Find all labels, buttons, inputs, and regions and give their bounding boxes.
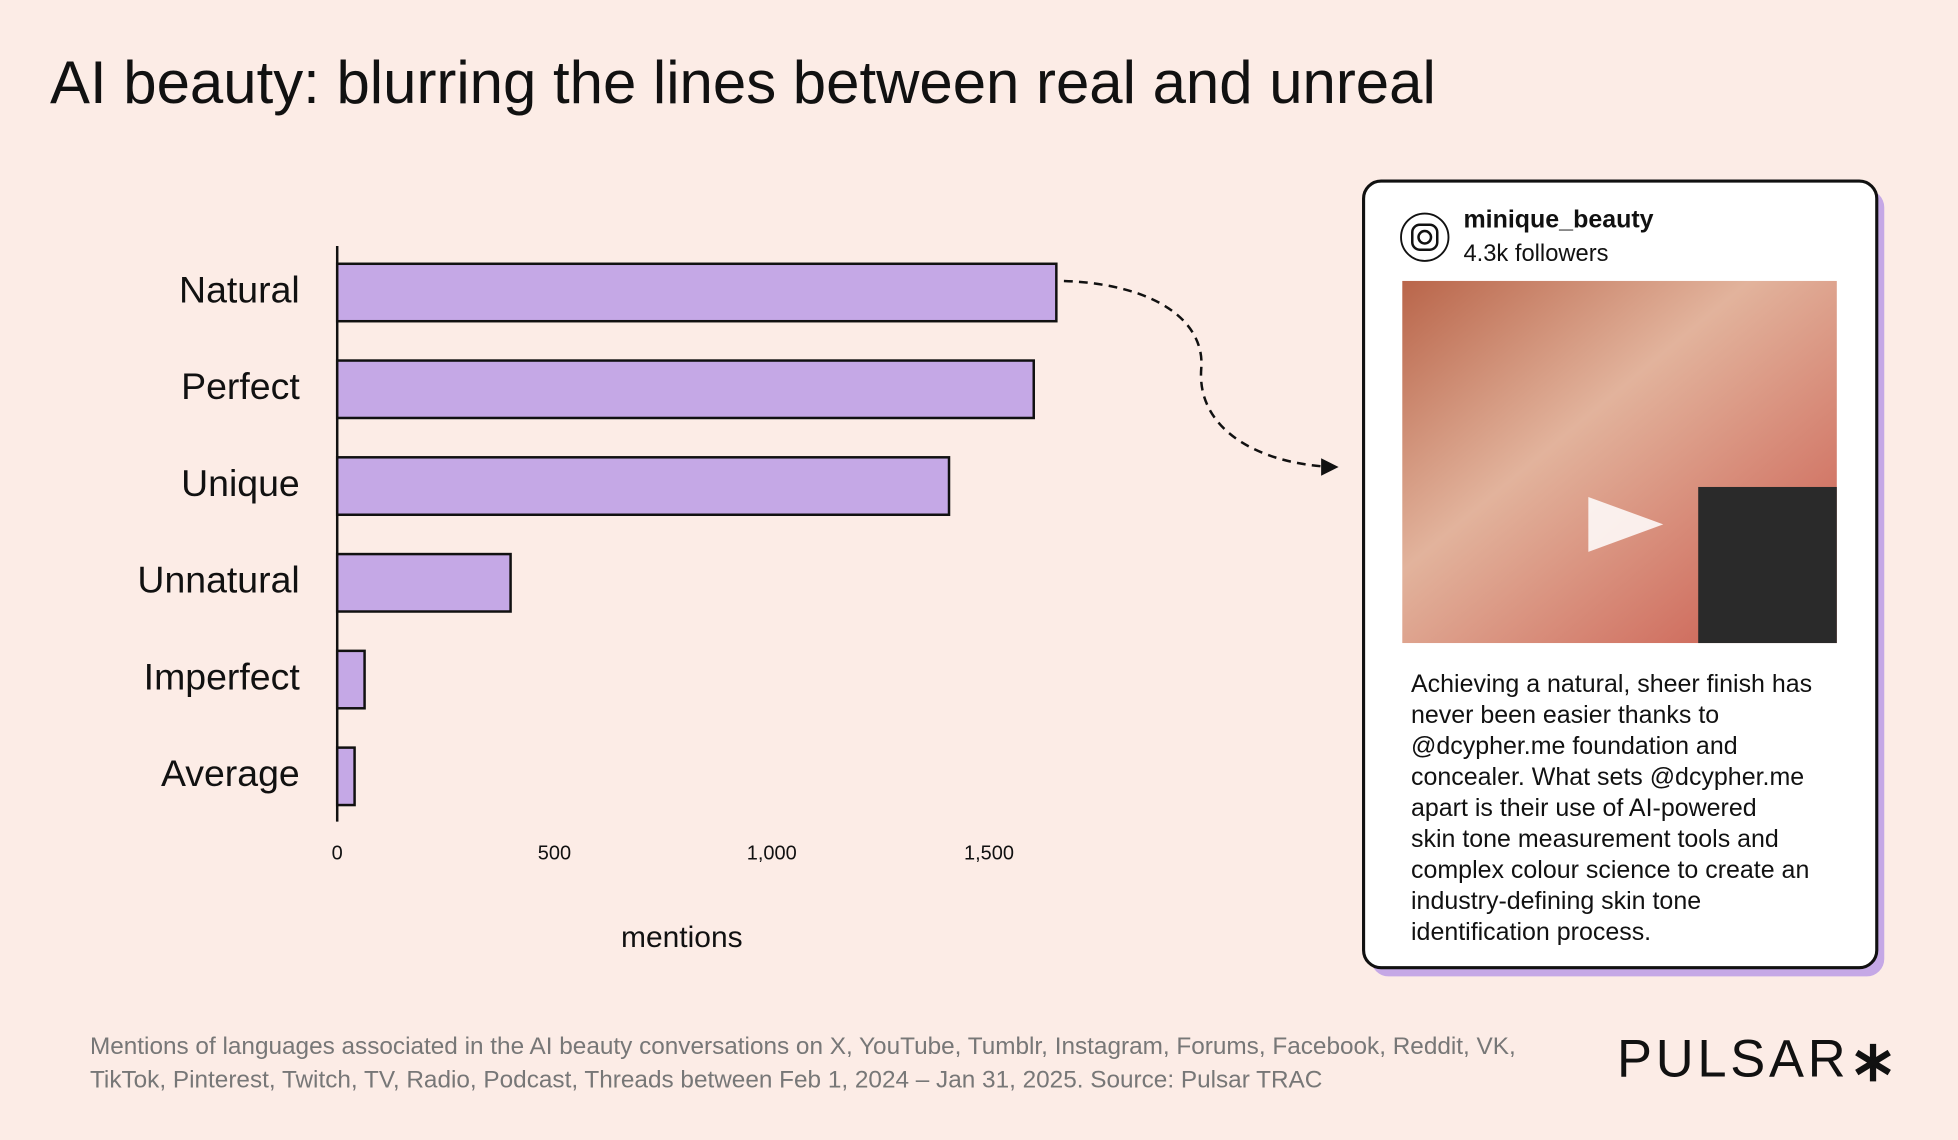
y-tick-label: Unnatural <box>137 559 299 601</box>
followers: 4.3k followers <box>1463 241 1608 267</box>
caption-line: never been easier thanks to <box>1411 701 1719 729</box>
logo: PULSAR <box>1617 1030 1849 1088</box>
connector-arrow <box>1063 279 1334 469</box>
caption-line: apart is their use of AI-powered <box>1411 794 1757 822</box>
instagram-icon <box>1400 212 1450 262</box>
x-axis-title: mentions <box>621 921 743 954</box>
instagram-icon <box>1411 223 1439 251</box>
bar <box>335 359 1035 420</box>
bar <box>335 262 1058 323</box>
y-tick-label: Imperfect <box>144 655 301 697</box>
x-tick-label: 1,500 <box>964 842 1014 864</box>
bar <box>335 649 366 710</box>
post-image <box>1698 486 1837 644</box>
x-tick-label: 0 <box>332 842 343 864</box>
caption-line: complex colour science to create an <box>1411 856 1809 884</box>
y-tick-label: Average <box>161 752 300 794</box>
username: minique_beauty <box>1463 206 1653 234</box>
footnote: Mentions of languages associated in the … <box>90 1033 1516 1060</box>
caption-line: industry-defining skin tone <box>1411 887 1701 915</box>
y-tick-label: Unique <box>181 462 300 504</box>
play-button[interactable] <box>1588 496 1664 552</box>
instagram-icon <box>1417 229 1433 245</box>
chart-title: AI beauty: blurring the lines between re… <box>50 49 1436 116</box>
footnote: TikTok, Pinterest, Twitch, TV, Radio, Po… <box>90 1067 1322 1094</box>
caption-line: skin tone measurement tools and <box>1411 825 1779 853</box>
arrow-head <box>1321 458 1339 476</box>
logo-mark <box>1855 1043 1891 1082</box>
bar <box>335 552 512 613</box>
caption-line: concealer. What sets @dcypher.me <box>1411 763 1804 791</box>
x-tick-label: 1,000 <box>747 842 797 864</box>
y-tick-label: Natural <box>179 268 300 310</box>
bar <box>335 746 356 807</box>
bar <box>335 456 951 516</box>
x-tick-label: 500 <box>538 842 571 864</box>
y-tick-label: Perfect <box>181 365 300 407</box>
caption-line: @dcypher.me foundation and <box>1411 732 1738 760</box>
caption-line: Achieving a natural, sheer finish has <box>1411 670 1812 698</box>
caption-line: identification process. <box>1411 918 1651 946</box>
